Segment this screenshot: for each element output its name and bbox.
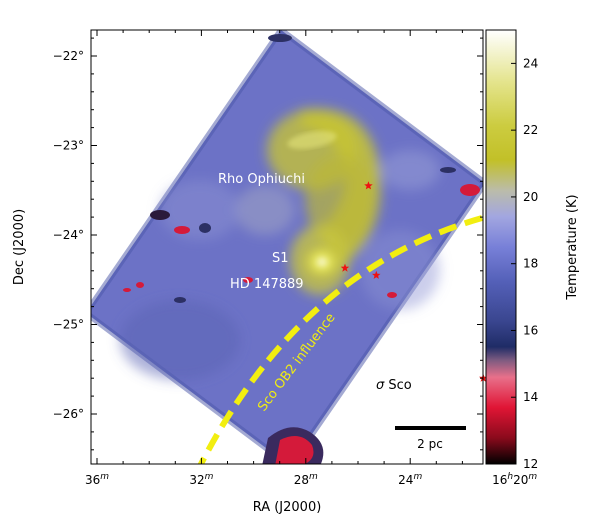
y-axis: −22° −23° −24° −25° −26° [53, 37, 483, 451]
colorbar-tick-label-4: 20 [523, 190, 538, 204]
map-frame [90, 29, 484, 465]
warm-emission [120, 108, 440, 380]
x-axis-label: RA (J2000) [253, 500, 322, 515]
star-label-rho-ophiuchi: Rho Ophiuchi [218, 172, 305, 187]
x-tick-label-1: 32m [189, 472, 213, 487]
y-tick-label-1: −23° [53, 139, 84, 153]
star-label-s1: S1 [272, 251, 289, 266]
y-axis-label: Dec (J2000) [12, 209, 27, 285]
colorbar-tick-label-2: 16 [523, 323, 538, 337]
y-tick-label-0: −22° [53, 49, 84, 63]
star-label-hd147889: HD 147889 [230, 277, 304, 292]
x-tick-label-3: 24m [398, 472, 422, 487]
star-label-sigma-sco: σ Sco [376, 378, 412, 393]
x-axis: 36m 32m 28m 24m 16h20m [85, 30, 537, 487]
x-tick-label-4: 16h20m [492, 472, 537, 487]
scale-bar-label: 2 pc [417, 437, 443, 451]
colorbar: 12 14 16 18 20 22 24 Temperature (K) [485, 29, 580, 471]
colorbar-gradient [485, 29, 517, 465]
x-tick-label-0: 36m [85, 472, 109, 487]
star-marker-0 [364, 181, 373, 190]
sigma-symbol: σ [376, 378, 385, 393]
colorbar-tick-label-0: 12 [523, 457, 538, 471]
cold-clumps [123, 34, 480, 464]
sco-ob2-influence-arc [197, 215, 483, 464]
y-tick-label-3: −25° [53, 318, 84, 332]
colorbar-ticks: 12 14 16 18 20 22 24 [511, 56, 538, 471]
map-panel: Sco OB2 influence Rho Ophiuchi S1 HD 147… [90, 29, 488, 465]
sigma-sco-rest: Sco [384, 378, 412, 393]
x-tick-label-2: 28m [294, 472, 318, 487]
y-tick-label-2: −24° [53, 228, 84, 242]
y-tick-label-4: −26° [53, 407, 84, 421]
colorbar-label: Temperature (K) [565, 194, 580, 300]
colorbar-tick-label-3: 18 [523, 257, 538, 271]
star-marker-1 [340, 263, 350, 272]
colorbar-tick-label-5: 22 [523, 123, 538, 137]
colorbar-tick-label-1: 14 [523, 390, 538, 404]
colorbar-tick-label-6: 24 [523, 56, 538, 70]
star-marker-2 [372, 270, 381, 279]
